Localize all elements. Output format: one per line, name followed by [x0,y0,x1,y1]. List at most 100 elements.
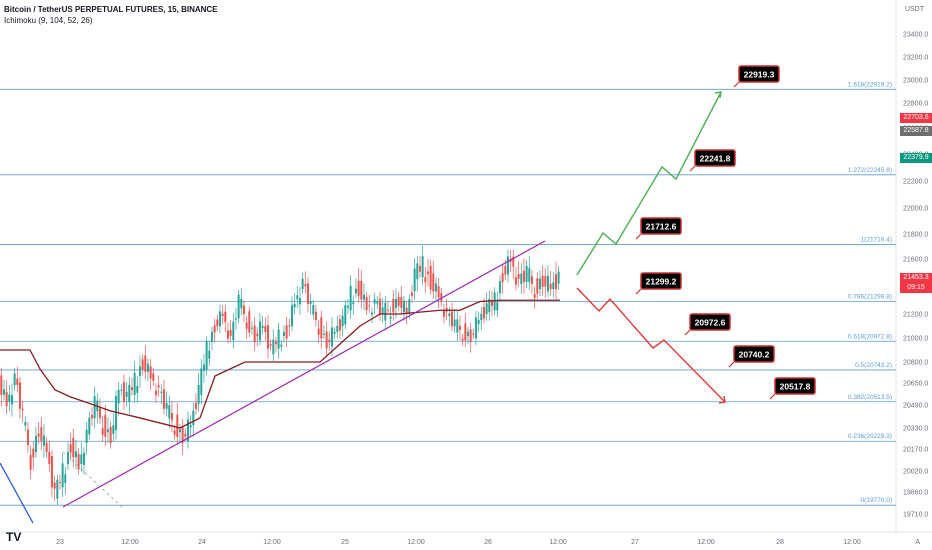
candle-body [397,296,400,306]
candle-body [442,310,445,317]
candle-body [149,366,152,379]
candle-body [128,384,131,402]
candle-body [154,390,157,396]
x-tick-label: 12:00 [263,539,281,546]
candle-body [250,327,253,329]
candle-body [522,270,525,282]
candle-body [208,350,211,359]
candle-body [349,285,352,311]
bear-target-callout: 20517.8 [769,377,816,400]
candle-body [37,433,40,437]
candle-body [552,282,555,289]
y-tick-label: 22200.0 [903,179,928,186]
chart-header: Bitcoin / TetherUS PERPETUAL FUTURES, 15… [4,4,218,26]
candle-body [357,280,360,296]
x-tick-label: 26 [484,539,492,546]
candle-body [53,482,56,489]
price-tag-current: 21453.3 [900,273,932,283]
callout-pointer [684,329,691,336]
y-tick-label: 21600.0 [903,257,928,264]
fib-label: 1.618(22919.2) [848,81,892,88]
candle-body [168,405,171,419]
candle-body [192,410,195,426]
candle-body [301,278,304,289]
candle-body [229,330,232,336]
candle-body [157,385,160,388]
x-tick-label: 12:00 [697,539,715,546]
candle-body [341,315,344,327]
candle-body [506,256,509,275]
candle-body [114,396,117,431]
candle-body [426,271,429,274]
price-tag-mid: 22587.8 [900,126,932,136]
callout-box [733,345,775,363]
candle-body [104,414,107,437]
candle-body [245,322,248,329]
candle-body [200,368,203,395]
candle-body [501,273,504,283]
candle-body [376,301,379,304]
candle-body [325,331,328,349]
candle-body [136,386,139,393]
candle-body [133,372,136,396]
callout-text: 21299.2 [646,277,677,287]
fib-label: 0.786(21299.8) [848,294,892,301]
candle-body [538,278,541,290]
candle-body [490,301,493,306]
candle-body [346,305,349,308]
candle-body [234,318,237,320]
bear-target-callout: 21299.2 [635,272,682,295]
candle-body [480,313,483,320]
candle-body [512,256,515,267]
candle-body [488,298,491,313]
candle-body [328,339,331,343]
candle-body [386,309,389,311]
x-tick-label: 12:00 [843,539,861,546]
candle-body [290,305,293,327]
y-tick-label: 19860.0 [903,490,928,497]
candle-body [237,294,240,319]
y-tick-label: 20650.0 [903,381,928,388]
symbol-title: Bitcoin / TetherUS PERPETUAL FUTURES, 15… [4,5,218,14]
candle-body [336,325,339,332]
candle-body [165,403,168,409]
candle-body [72,437,75,458]
auto-scale-button[interactable]: A [915,539,920,546]
candle-body [74,451,77,458]
candle-body [416,263,419,280]
candle-body [101,428,104,435]
candle-body [440,293,443,302]
candle-body [298,298,301,305]
candle-body [170,412,173,421]
candle-body [304,284,307,287]
bear-target-callout: 20972.6 [684,313,731,336]
fib-label: 1.272(22245.8) [848,167,892,174]
candle-body [21,408,24,411]
candle-body [269,344,272,346]
candle-body [40,427,43,441]
candle-body [413,268,416,292]
candle-body [141,359,144,370]
y-tick-label: 23400.0 [903,32,928,39]
candle-body [2,389,5,395]
candle-body [541,275,544,287]
candle-body [0,375,3,395]
y-tick-label: 20330.0 [903,426,928,433]
candle-body [218,311,221,327]
candle-body [13,373,16,386]
candle-body [29,455,32,470]
candle-body [498,281,501,294]
y-tick-label: 20490.0 [903,403,928,410]
candle-body [410,292,413,296]
candle-body [378,298,381,315]
candle-body [418,266,421,272]
candle-body [160,391,163,393]
dashed-guide [62,451,123,508]
candle-body [88,417,91,435]
callout-box [694,149,736,167]
price-tag-teal: 22379.9 [900,153,932,163]
candle-body [8,394,11,402]
x-tick-label: 28 [776,539,784,546]
candle-body [112,425,115,434]
